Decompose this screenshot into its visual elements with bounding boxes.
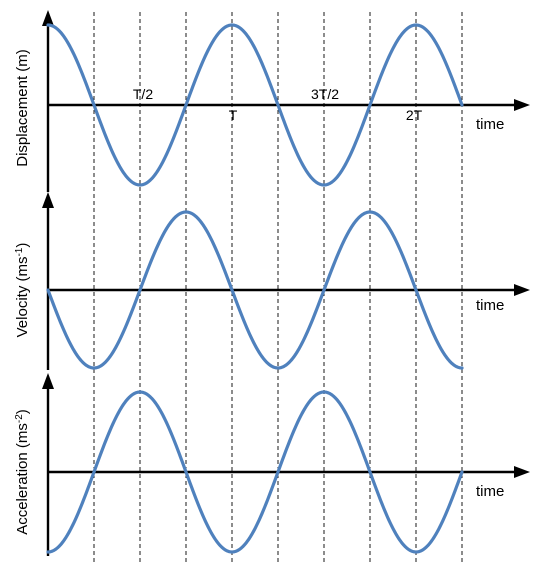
acceleration-panel: Acceleration (ms-2) time [14,373,530,556]
tick-label-two-period: 2T [406,107,423,123]
displacement-panel: Displacement (m) time T/2 T 3T/2 2T [14,10,530,192]
displacement-y-axis-arrow [42,10,54,26]
displacement-curve [46,23,464,187]
acceleration-y-axis-arrow [42,373,54,389]
displacement-x-label: time [476,116,504,133]
velocity-x-axis-arrow [514,284,530,296]
velocity-y-label: Velocity (ms-1) [14,243,32,338]
acceleration-y-label: Acceleration (ms-2) [14,409,32,535]
displacement-y-label: Displacement (m) [14,49,31,167]
velocity-panel: Velocity (ms-1) time [14,192,530,370]
velocity-y-axis-arrow [42,192,54,208]
velocity-x-label: time [476,297,504,314]
acceleration-x-axis-arrow [514,466,530,478]
displacement-x-axis-arrow [514,99,530,111]
tick-label-period: T [229,107,238,123]
tick-label-three-half-period: 3T/2 [311,86,339,102]
acceleration-x-label: time [476,483,504,500]
displacement-tick-labels: T/2 T 3T/2 2T [133,86,423,123]
velocity-curve [46,210,464,370]
tick-label-half-period: T/2 [133,86,153,102]
acceleration-curve [46,390,464,554]
